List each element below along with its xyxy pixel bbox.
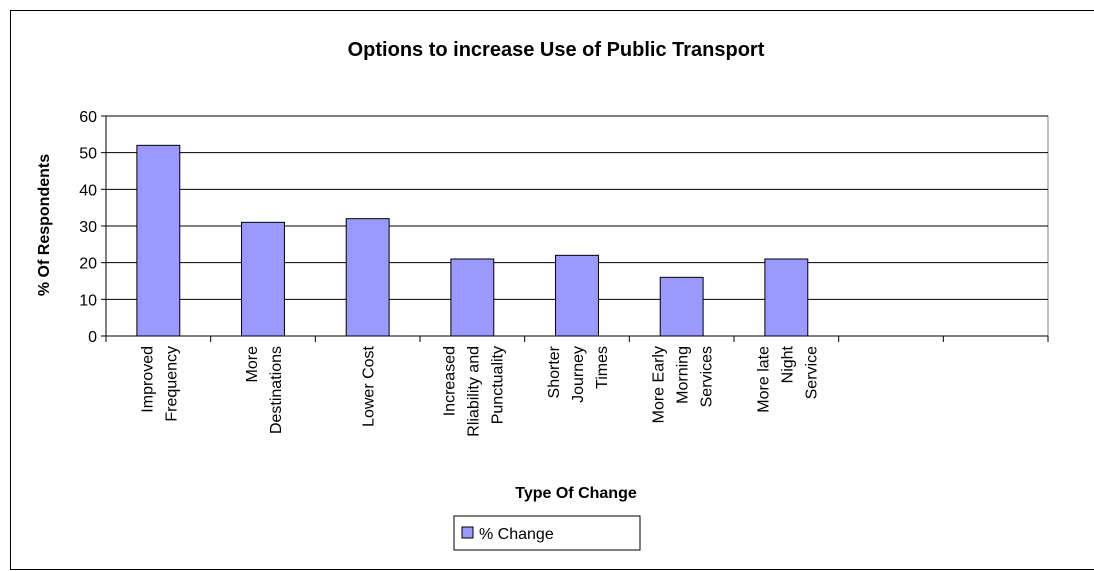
- bar: [345, 218, 390, 337]
- y-tick-label: 40: [79, 182, 97, 199]
- x-category-label: Destinations: [268, 346, 285, 434]
- chart-title: Options to increase Use of Public Transp…: [348, 39, 765, 61]
- x-category-label: Rliability and: [465, 346, 482, 437]
- bar: [136, 144, 181, 337]
- y-axis-title: % Of Respondents: [36, 154, 53, 296]
- x-category-label: Journey: [570, 346, 587, 403]
- x-category-label: Frequency: [163, 346, 180, 422]
- clipped-heading-fragment: [0, 0, 60, 10]
- x-category-label: Times: [594, 346, 611, 389]
- legend: % Change: [453, 515, 641, 551]
- x-category-label: Morning: [675, 346, 692, 404]
- y-tick-label: 10: [79, 292, 97, 309]
- legend-label: % Change: [479, 526, 554, 543]
- y-tick-label: 50: [79, 146, 97, 163]
- chart-frame: Options to increase Use of Public Transp…: [10, 10, 1094, 570]
- legend-swatch: [461, 526, 474, 539]
- y-tick-label: 0: [88, 329, 97, 346]
- bar: [450, 258, 495, 337]
- x-axis-title: Type Of Change: [515, 485, 637, 502]
- y-tick-label: 60: [79, 109, 97, 126]
- x-category-label: Shorter: [546, 345, 563, 398]
- bar: [555, 254, 599, 337]
- x-category-label: Lower Cost: [361, 345, 378, 426]
- x-category-label: Punctuality: [489, 346, 506, 424]
- y-tick-label: 30: [79, 219, 97, 236]
- plot-area: 0 10 20 30 40 50 60 Improved Frequency More Destin…: [79, 109, 1049, 437]
- x-category-label: Improved: [139, 346, 156, 413]
- bar: [659, 276, 704, 337]
- x-category-label: Services: [699, 346, 716, 407]
- bar: [764, 258, 809, 337]
- x-category-label: More Early: [651, 346, 668, 423]
- bar-chart: Options to increase Use of Public Transp…: [36, 39, 1049, 551]
- x-category-label: Service: [803, 346, 820, 399]
- y-tick-label: 20: [79, 256, 97, 273]
- x-category-label: More: [244, 346, 261, 383]
- x-category-label: Night: [779, 345, 796, 383]
- bar: [241, 221, 285, 337]
- x-category-label: More late: [755, 346, 772, 413]
- x-category-label: Increased: [441, 346, 458, 416]
